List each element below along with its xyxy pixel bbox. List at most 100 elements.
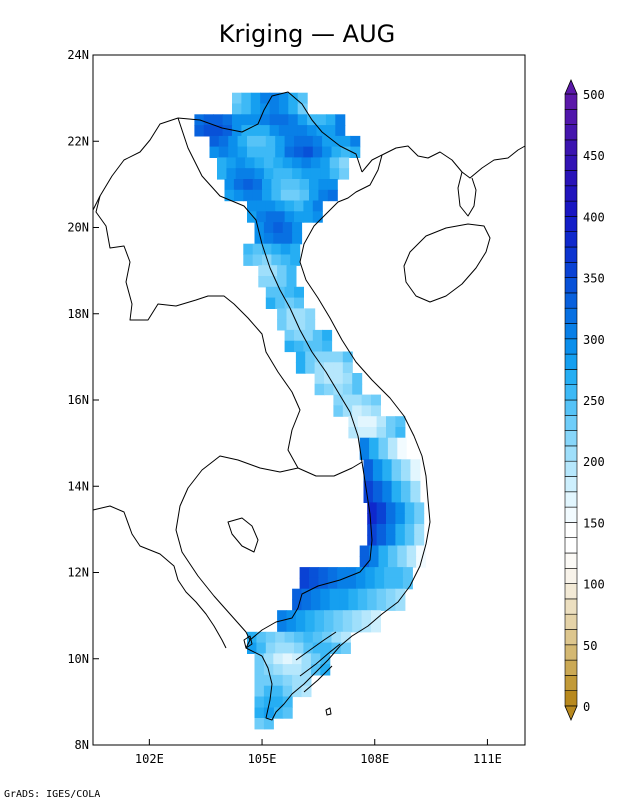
grid-cell [342, 383, 353, 396]
grid-cell [327, 567, 338, 579]
grid-cell [303, 146, 314, 158]
grid-cell [356, 577, 366, 590]
grid-cell [376, 588, 387, 601]
colorbar-label: 150 [583, 516, 605, 530]
grid-cell [297, 114, 308, 126]
grid-cell [363, 470, 374, 482]
grid-cell [271, 189, 282, 202]
grid-cell [297, 92, 308, 105]
grid-cell [371, 394, 381, 406]
grid-cell [376, 416, 387, 428]
colorbar-segment [564, 124, 578, 141]
grid-cell [329, 599, 340, 611]
grid-cell [271, 179, 282, 191]
grid-cell [247, 200, 257, 212]
grid-cell [263, 707, 274, 719]
grid-cell [286, 265, 297, 277]
phu-quoc-island [243, 635, 253, 649]
grid-cell [275, 146, 286, 158]
colorbar-segment [564, 659, 578, 676]
colorbar-segment [564, 430, 578, 447]
grid-cell [258, 276, 269, 288]
grid-cell [237, 146, 248, 158]
colorbar-segment [564, 369, 578, 385]
grid-cell [397, 545, 408, 557]
colorbar-arrow-low [564, 705, 578, 722]
grid-cell [254, 653, 265, 665]
grid-cell [310, 157, 321, 169]
colorbar-segment [564, 399, 578, 416]
grid-cell [247, 146, 257, 158]
grid-cell [254, 718, 265, 730]
colorbar-segment [564, 338, 578, 355]
grid-cell [356, 567, 366, 579]
grid-cell [314, 621, 325, 633]
y-tick-label: 22N [67, 134, 89, 148]
grid-cell [322, 642, 333, 654]
grid-cell [273, 707, 284, 719]
grid-cell [401, 491, 411, 503]
laos-border [95, 117, 363, 477]
grid-cell [265, 135, 276, 148]
grid-cell [294, 146, 304, 158]
colorbar-segment [564, 323, 578, 340]
grid-cell [312, 211, 323, 223]
colorbar-label: 50 [583, 639, 597, 653]
grid-cell [254, 168, 265, 180]
grid-cell [265, 631, 276, 644]
x-tick-label: 108E [360, 752, 389, 766]
grid-cell [288, 92, 299, 105]
grid-cell [309, 189, 319, 202]
grid-cell [365, 567, 376, 579]
grid-cell [305, 319, 316, 331]
grid-cell [374, 567, 385, 579]
grid-cell [294, 329, 304, 342]
grid-cell [303, 211, 314, 223]
grid-cell [297, 103, 308, 115]
grid-cell [295, 351, 306, 363]
grid-cell [301, 588, 312, 601]
grid-cell [277, 319, 288, 331]
grid-cell [228, 146, 239, 158]
grid-cell [401, 480, 411, 493]
colorbar-segment [564, 185, 578, 202]
grid-cell [256, 642, 267, 654]
grid-cell [294, 642, 304, 654]
grid-cell [254, 664, 265, 676]
grid-cell [263, 222, 274, 234]
grid-cell [247, 211, 257, 223]
grid-cell [301, 674, 312, 687]
grid-cell [397, 448, 408, 460]
grid-cell [303, 200, 314, 212]
grid-cell [386, 534, 396, 547]
grid-cell [273, 685, 284, 698]
grid-cell [245, 168, 256, 180]
grid-cell [273, 168, 284, 180]
grid-cell [284, 146, 295, 158]
grid-cell [263, 157, 274, 169]
grid-cell [391, 470, 402, 482]
x-tick-label: 105E [248, 752, 277, 766]
grid-cell [363, 459, 374, 471]
grid-cell [322, 135, 333, 148]
grid-cell [387, 448, 398, 460]
grid-cell [294, 631, 304, 644]
grid-cell [402, 577, 413, 590]
grid-cell [318, 567, 329, 579]
colorbar-segment [564, 613, 578, 630]
grid-cell [288, 114, 299, 126]
grid-cell [250, 114, 261, 126]
grid-cell [395, 599, 406, 611]
grid-cell [277, 308, 288, 320]
grid-cell [414, 534, 425, 547]
grid-cell [320, 664, 331, 676]
y-tick-label: 24N [67, 48, 89, 62]
colorbar-label: 350 [583, 272, 605, 286]
grid-cell [252, 189, 263, 202]
grid-cell [273, 653, 284, 665]
grid-cell [241, 92, 252, 105]
grid-cell [312, 631, 323, 644]
grid-cell [277, 610, 288, 622]
grid-cell [339, 168, 350, 180]
grid-cell [282, 222, 293, 234]
